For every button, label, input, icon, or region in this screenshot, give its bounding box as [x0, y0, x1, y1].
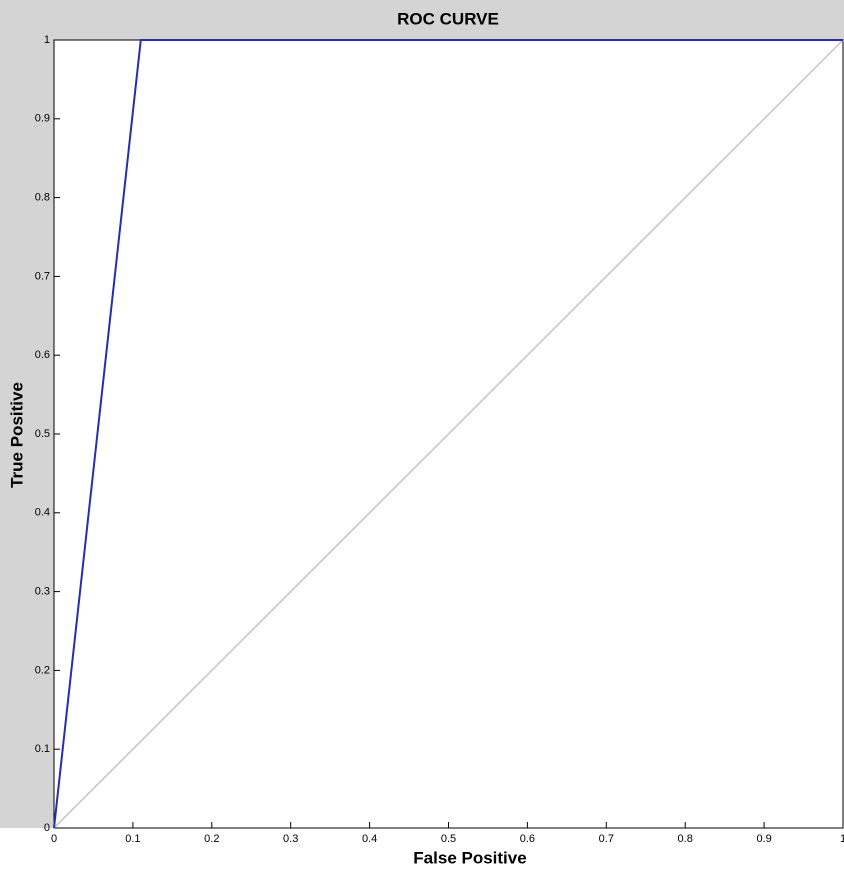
x-tick-label: 0.4 [362, 833, 377, 845]
x-tick-label: 0.8 [678, 833, 693, 845]
chart-title: ROC CURVE [397, 9, 499, 28]
y-tick-label: 0.7 [35, 270, 50, 282]
roc-line [53, 39, 843, 829]
x-tick-label: 0.7 [599, 833, 614, 845]
y-axis-label: True Positive [7, 382, 26, 488]
y-tick-label: 1 [44, 34, 50, 46]
figure-background [0, 40, 54, 828]
x-tick-label: 0.6 [520, 833, 535, 845]
x-axis-label: False Positive [413, 848, 526, 867]
y-tick-label: 0.2 [35, 664, 50, 676]
y-tick-label: 0.3 [35, 586, 50, 598]
y-tick-label: 0.4 [35, 507, 50, 519]
x-tick-label: 0 [51, 833, 57, 845]
x-tick-label: 0.3 [283, 833, 298, 845]
x-tick-label: 0.1 [125, 833, 140, 845]
x-tick-label: 0.2 [204, 833, 219, 845]
y-tick-label: 0 [44, 822, 50, 834]
y-tick-label: 0.9 [35, 113, 50, 125]
y-tick-label: 0.6 [35, 349, 50, 361]
x-tick-label: 0.5 [441, 833, 456, 845]
y-tick-label: 0.1 [35, 743, 50, 755]
figure-background [0, 0, 844, 40]
roc-line [53, 39, 844, 829]
y-tick-label: 0.8 [35, 192, 50, 204]
y-tick-label: 0.5 [35, 428, 50, 440]
x-tick-label: 0.9 [756, 833, 771, 845]
x-tick-label: 1 [840, 833, 844, 845]
